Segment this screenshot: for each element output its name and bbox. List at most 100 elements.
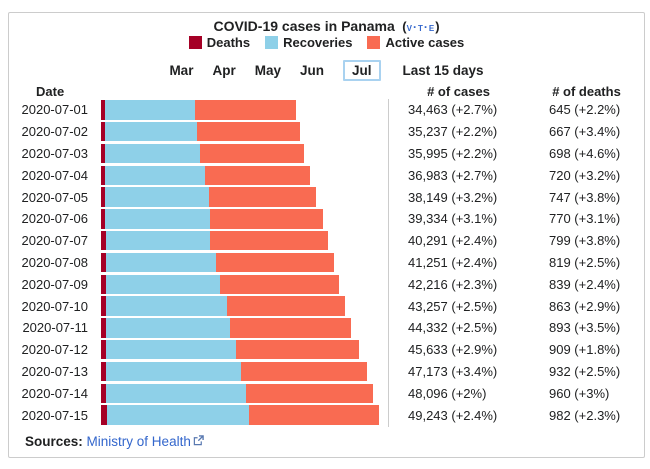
stacked-bar	[101, 143, 305, 164]
bar-wrap	[101, 143, 379, 164]
bar-wrap	[101, 100, 379, 120]
deaths-value: 863 (+2.9%)	[549, 298, 621, 314]
row-date: 2020-07-14	[21, 385, 89, 401]
deaths-value: 698 (+4.6%)	[549, 145, 621, 161]
recoveries-bar-segment	[105, 274, 221, 295]
cases-value: 45,633 (+2.9%)	[408, 342, 498, 358]
stacked-bar	[101, 339, 359, 360]
table-row: 2020-07-01 34,463 (+2.7%) 645 (+2.2%)	[9, 99, 644, 121]
tab-jun[interactable]: Jun	[299, 63, 324, 78]
recoveries-bar-segment	[105, 187, 209, 207]
stacked-bar	[101, 100, 296, 120]
bar-wrap	[101, 318, 379, 338]
table-row: 2020-07-13 47,173 (+3.4%) 932 (+2.5%)	[9, 361, 644, 383]
month-tabs: Mar Apr May Jun Jul Last 15 days	[9, 60, 644, 81]
active-cases-bar-segment	[216, 252, 334, 273]
recoveries-bar-segment	[105, 165, 205, 186]
deaths-bar-segment	[101, 318, 107, 338]
tab-may[interactable]: May	[254, 63, 281, 78]
stacked-bar	[101, 230, 329, 251]
covid-chart-box: COVID-19 cases in Panama (v·t·e) Deaths …	[8, 12, 645, 458]
tab-apr[interactable]: Apr	[212, 63, 236, 78]
row-date: 2020-07-05	[21, 189, 89, 205]
recoveries-bar-segment	[105, 230, 211, 251]
vte-links[interactable]: v·t·e	[406, 20, 436, 34]
deaths-bar-segment	[101, 296, 106, 316]
legend-item-active: Active cases	[367, 35, 464, 50]
active-cases-bar-segment	[210, 230, 329, 251]
legend-label: Active cases	[385, 35, 465, 50]
deaths-bar-segment	[101, 143, 105, 164]
active-cases-bar-segment	[248, 405, 379, 425]
recoveries-bar-segment	[106, 318, 231, 338]
cases-value: 36,983 (+2.7%)	[408, 167, 498, 183]
recoveries-swatch-icon	[265, 36, 279, 49]
cases-value: 38,149 (+3.2%)	[408, 189, 498, 205]
deaths-bar-segment	[101, 405, 107, 425]
deaths-bar-segment	[101, 383, 107, 403]
stacked-bar	[101, 405, 379, 425]
title-row: COVID-19 cases in Panama (v·t·e)	[9, 18, 644, 34]
deaths-value: 667 (+3.4%)	[549, 124, 621, 140]
sources-row: Sources: Ministry of Health	[25, 434, 204, 449]
stacked-bar	[101, 383, 373, 403]
recoveries-bar-segment	[106, 361, 242, 382]
row-date: 2020-07-15	[21, 407, 89, 423]
deaths-value: 799 (+3.8%)	[549, 233, 621, 249]
cases-value: 48,096 (+2%)	[408, 385, 487, 401]
stacked-bar	[101, 296, 346, 316]
cases-value: 41,251 (+2.4%)	[408, 254, 498, 270]
cases-value: 39,334 (+3.1%)	[408, 211, 498, 227]
table-row: 2020-07-04 36,983 (+2.7%) 720 (+3.2%)	[9, 164, 644, 186]
sources-label: Sources:	[25, 434, 83, 449]
bar-wrap	[101, 274, 379, 295]
bar-wrap	[101, 361, 379, 382]
bar-wrap	[101, 383, 379, 403]
table-row: 2020-07-14 48,096 (+2%) 960 (+3%)	[9, 382, 644, 404]
recoveries-bar-segment	[105, 296, 227, 316]
bar-wrap	[101, 252, 379, 273]
ministry-of-health-link[interactable]: Ministry of Health	[86, 434, 191, 449]
deaths-value: 747 (+3.8%)	[549, 189, 621, 205]
cases-value: 49,243 (+2.4%)	[408, 407, 498, 423]
tab-mar[interactable]: Mar	[169, 63, 194, 78]
stacked-bar	[101, 274, 340, 295]
row-date: 2020-07-09	[21, 276, 89, 292]
cases-value: 40,291 (+2.4%)	[408, 233, 498, 249]
cases-value: 43,257 (+2.5%)	[408, 298, 498, 314]
table-row: 2020-07-06 39,334 (+3.1%) 770 (+3.1%)	[9, 208, 644, 230]
active-cases-bar-segment	[220, 274, 340, 295]
table-row: 2020-07-12 45,633 (+2.9%) 909 (+1.8%)	[9, 339, 644, 361]
cases-value: 35,237 (+2.2%)	[408, 124, 498, 140]
deaths-value: 770 (+3.1%)	[549, 211, 621, 227]
bar-wrap	[101, 296, 379, 316]
active-cases-swatch-icon	[367, 36, 381, 49]
active-cases-bar-segment	[200, 143, 305, 164]
external-link-icon	[193, 434, 204, 449]
recoveries-bar-segment	[106, 383, 246, 403]
recoveries-bar-segment	[104, 100, 195, 120]
deaths-value: 645 (+2.2%)	[549, 102, 621, 118]
deaths-bar-segment	[101, 100, 105, 120]
legend: Deaths Recoveries Active cases	[9, 35, 644, 50]
active-cases-bar-segment	[208, 187, 317, 207]
row-date: 2020-07-08	[21, 254, 89, 270]
recoveries-bar-segment	[106, 339, 236, 360]
stacked-bar	[101, 121, 300, 142]
active-cases-bar-segment	[241, 361, 368, 382]
table-row: 2020-07-07 40,291 (+2.4%) 799 (+3.8%)	[9, 230, 644, 252]
deaths-value: 909 (+1.8%)	[549, 342, 621, 358]
bar-wrap	[101, 165, 379, 186]
table-row: 2020-07-08 41,251 (+2.4%) 819 (+2.5%)	[9, 252, 644, 274]
table-row: 2020-07-10 43,257 (+2.5%) 863 (+2.9%)	[9, 295, 644, 317]
tab-last-15-days[interactable]: Last 15 days	[402, 63, 484, 78]
stacked-bar	[101, 165, 310, 186]
table-row: 2020-07-09 42,216 (+2.3%) 839 (+2.4%)	[9, 273, 644, 295]
active-cases-bar-segment	[197, 121, 300, 142]
row-date: 2020-07-06	[21, 211, 89, 227]
tab-jul-selected[interactable]: Jul	[342, 60, 381, 81]
table-rows: 2020-07-01 34,463 (+2.7%) 645 (+2.2%) 20…	[9, 99, 644, 426]
legend-item-recoveries: Recoveries	[265, 35, 352, 50]
legend-label: Recoveries	[283, 35, 353, 50]
